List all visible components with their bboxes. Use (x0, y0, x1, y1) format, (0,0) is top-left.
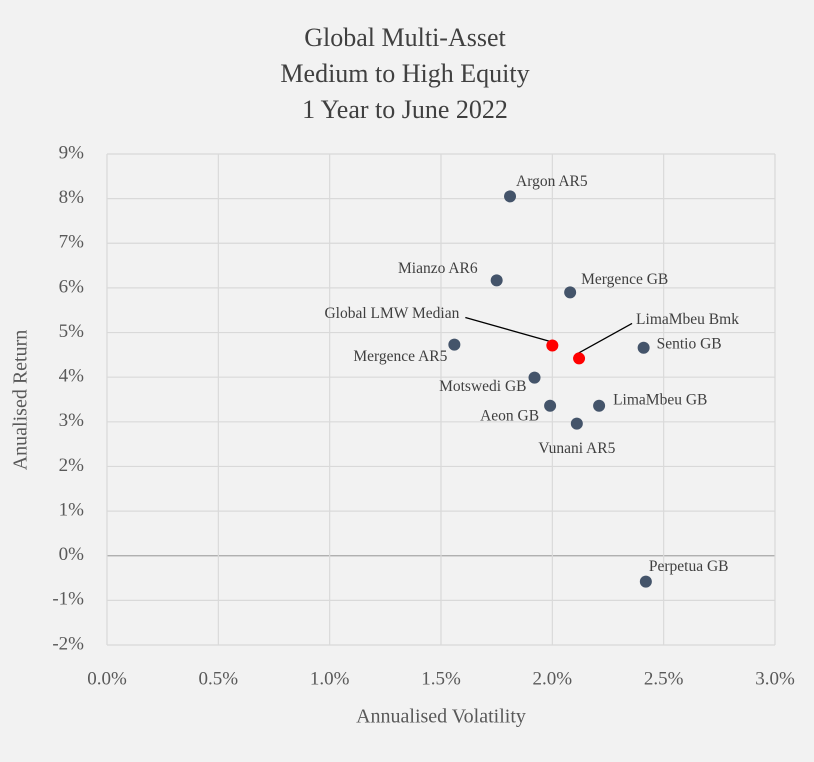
point-label: Argon AR5 (516, 173, 588, 190)
x-tick-label: 1.5% (421, 668, 461, 689)
y-tick-label: 8% (59, 187, 85, 208)
point (639, 575, 652, 588)
x-tick-label: 1.0% (310, 668, 350, 689)
point (490, 274, 503, 287)
y-tick-label: 0% (59, 544, 85, 565)
y-tick-label: 5% (59, 321, 85, 342)
point (546, 339, 559, 352)
point-label: Global LMW Median (324, 305, 459, 322)
point (573, 352, 586, 365)
x-tick-label: 0.5% (199, 668, 239, 689)
point (448, 338, 461, 351)
y-tick-label: -1% (52, 589, 84, 610)
y-tick-label: 3% (59, 410, 85, 431)
point (637, 341, 650, 354)
leader-line (465, 316, 551, 343)
chart-title: Medium to High Equity (280, 59, 529, 88)
point-label: Mianzo AR6 (398, 260, 478, 277)
point-label: Motswedi GB (439, 378, 526, 395)
point-label: Mergence AR5 (353, 348, 447, 365)
point (570, 417, 583, 430)
point-label: Sentio GB (657, 335, 722, 352)
leader-line (575, 322, 633, 356)
y-tick-label: 7% (59, 232, 85, 253)
x-tick-label: 0.0% (87, 668, 127, 689)
point (544, 399, 557, 412)
point-label: Perpetua GB (649, 558, 729, 575)
y-tick-label: 9% (59, 142, 85, 163)
x-tick-label: 2.5% (644, 668, 684, 689)
x-tick-label: 3.0% (755, 668, 795, 689)
x-axis-title: Annualised Volatility (356, 706, 526, 728)
point-label: Aeon GB (480, 407, 539, 424)
point-label: LimaMbeu Bmk (636, 311, 739, 328)
point (564, 286, 577, 299)
y-tick-label: 4% (59, 366, 85, 387)
point-label: Mergence GB (581, 271, 668, 288)
chart-title: 1 Year to June 2022 (302, 95, 508, 124)
x-tick-label: 2.0% (533, 668, 573, 689)
chart-title: Global Multi-Asset (304, 23, 506, 52)
y-tick-label: 6% (59, 276, 85, 297)
y-axis-title: Anualised Return (10, 330, 32, 471)
point (528, 371, 541, 384)
y-tick-label: -2% (52, 633, 84, 654)
point-label: LimaMbeu GB (613, 391, 707, 408)
y-tick-label: 2% (59, 455, 85, 476)
y-tick-label: 1% (59, 499, 85, 520)
point (593, 399, 606, 412)
point-label: Vunani AR5 (538, 440, 615, 457)
point (504, 190, 517, 203)
